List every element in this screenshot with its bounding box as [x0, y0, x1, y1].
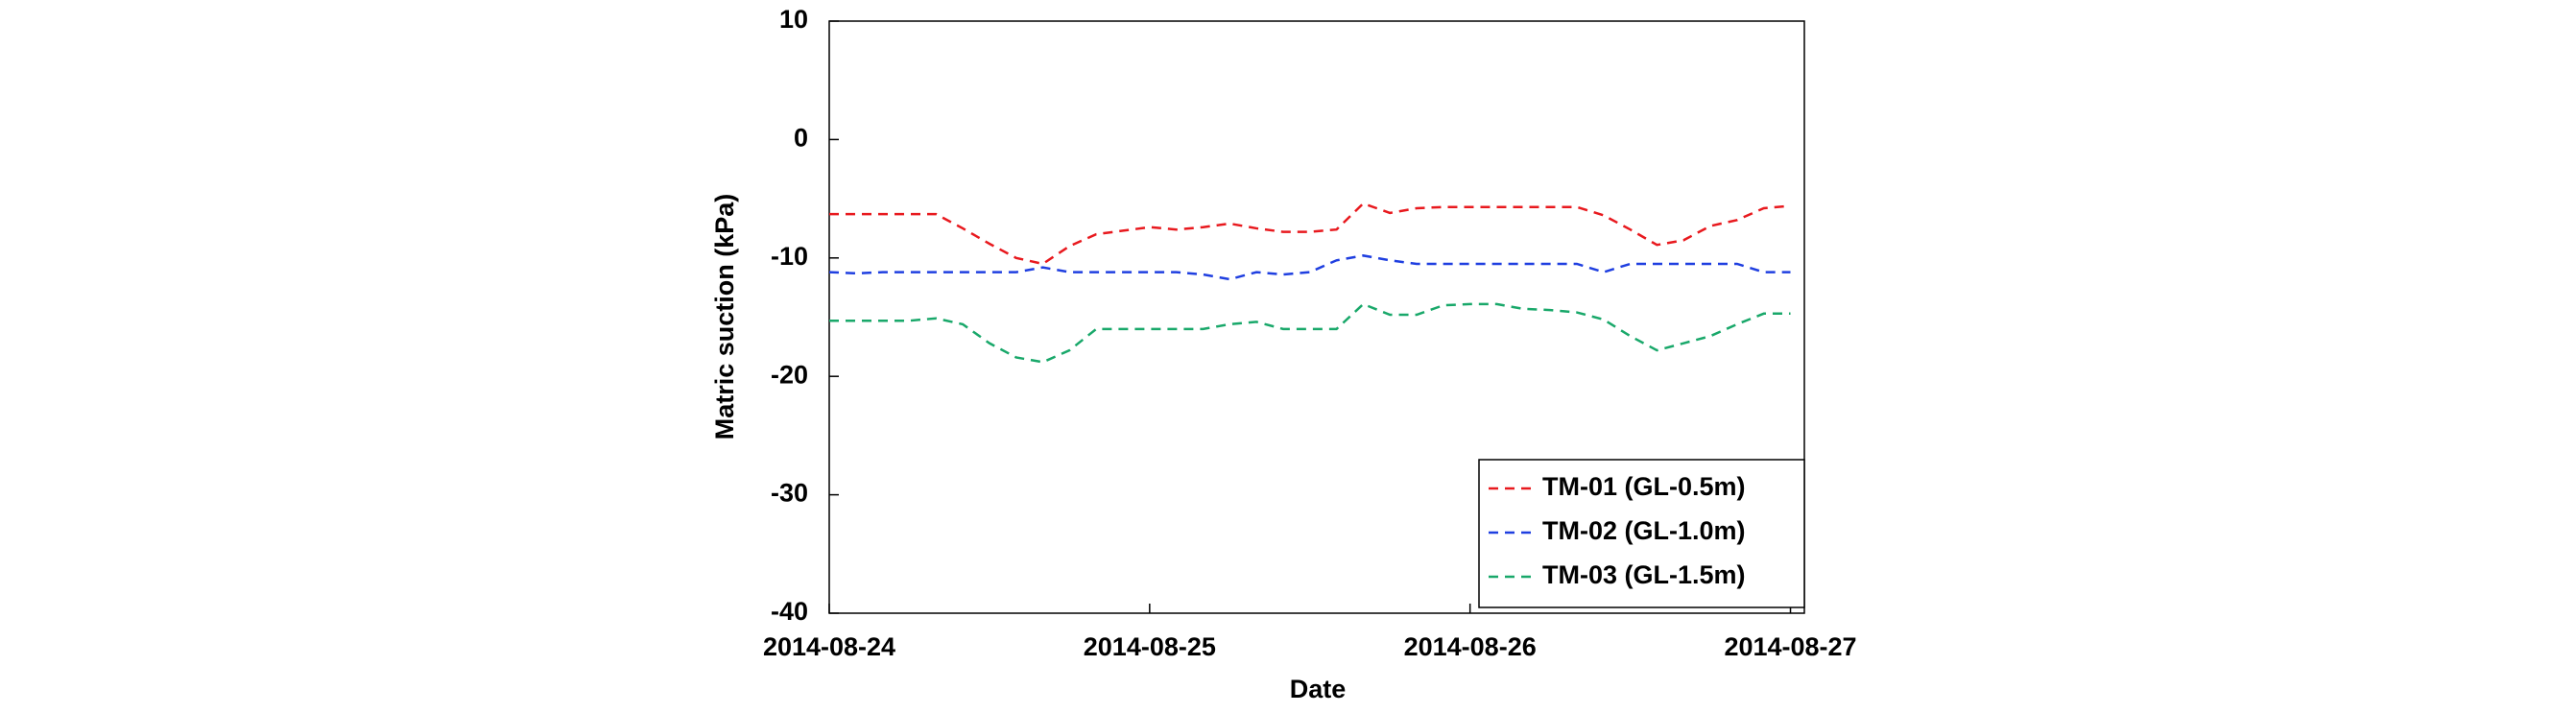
- y-tick-label: -30: [771, 479, 808, 508]
- x-tick-label: 2014-08-26: [1404, 632, 1537, 661]
- plot-frame: [828, 20, 1805, 614]
- x-tick-label: 2014-08-24: [763, 632, 895, 661]
- y-tick-label: -40: [771, 597, 808, 626]
- data-line: [829, 202, 1791, 266]
- x-tick-label: 2014-08-25: [1084, 632, 1216, 661]
- legend-label: TM-01 (GL-0.5m): [1542, 472, 1746, 501]
- legend-label: TM-02 (GL-1.0m): [1542, 516, 1746, 545]
- x-axis-label: Date: [1290, 675, 1347, 703]
- x-tick-label: 2014-08-27: [1724, 632, 1856, 661]
- y-tick-label: -20: [771, 360, 808, 389]
- y-axis-label: Matric suction (kPa): [710, 194, 739, 440]
- legend-label: TM-03 (GL-1.5m): [1542, 560, 1746, 589]
- legend-box: [1478, 459, 1805, 608]
- data-line: [829, 302, 1791, 364]
- y-tick-label: -10: [771, 242, 808, 271]
- y-tick-label: 0: [794, 124, 808, 153]
- y-tick-label: 10: [779, 5, 808, 34]
